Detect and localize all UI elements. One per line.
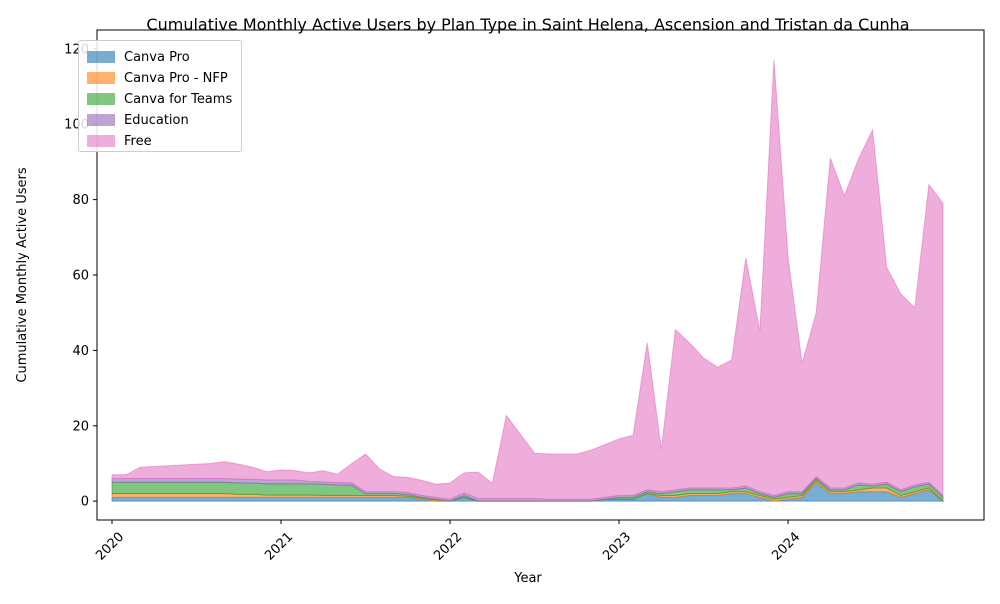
legend-swatch	[87, 93, 115, 105]
area-series-free	[111, 60, 944, 500]
legend-swatch	[87, 114, 115, 126]
legend-swatch	[87, 72, 115, 84]
legend-item: Education	[87, 111, 189, 129]
legend-label: Canva Pro - NFP	[124, 70, 228, 86]
y-tick-label: 60	[72, 269, 89, 284]
y-tick-label: 80	[72, 193, 89, 208]
legend-swatch	[87, 51, 115, 63]
legend-label: Education	[124, 112, 189, 128]
legend-item: Canva Pro - NFP	[87, 69, 228, 87]
x-axis-label: Year	[513, 571, 542, 586]
x-axis-ticks: 2020 2021 2022 2023 2024	[93, 520, 803, 564]
legend-item: Canva Pro	[87, 48, 190, 66]
chart-title: Cumulative Monthly Active Users by Plan …	[146, 15, 909, 34]
y-tick-label: 0	[81, 495, 89, 510]
legend-swatch	[87, 135, 115, 147]
legend: Canva Pro Canva Pro - NFP Canva for Teams E…	[78, 40, 242, 152]
y-tick-label: 40	[72, 344, 89, 359]
x-tick-label: 2022	[431, 530, 465, 564]
x-tick-label: 2023	[600, 530, 634, 564]
y-tick-label: 20	[72, 419, 89, 434]
legend-label: Canva for Teams	[124, 91, 233, 107]
area-layers	[111, 60, 945, 503]
legend-item: Canva for Teams	[87, 90, 232, 108]
legend-item: Free	[87, 132, 152, 150]
x-tick-label: 2024	[769, 530, 803, 564]
y-axis-label: Cumulative Monthly Active Users	[15, 167, 30, 382]
legend-label: Canva Pro	[124, 49, 190, 65]
x-tick-label: 2021	[262, 530, 296, 564]
legend-label: Free	[124, 133, 152, 149]
x-tick-label: 2020	[93, 530, 127, 564]
